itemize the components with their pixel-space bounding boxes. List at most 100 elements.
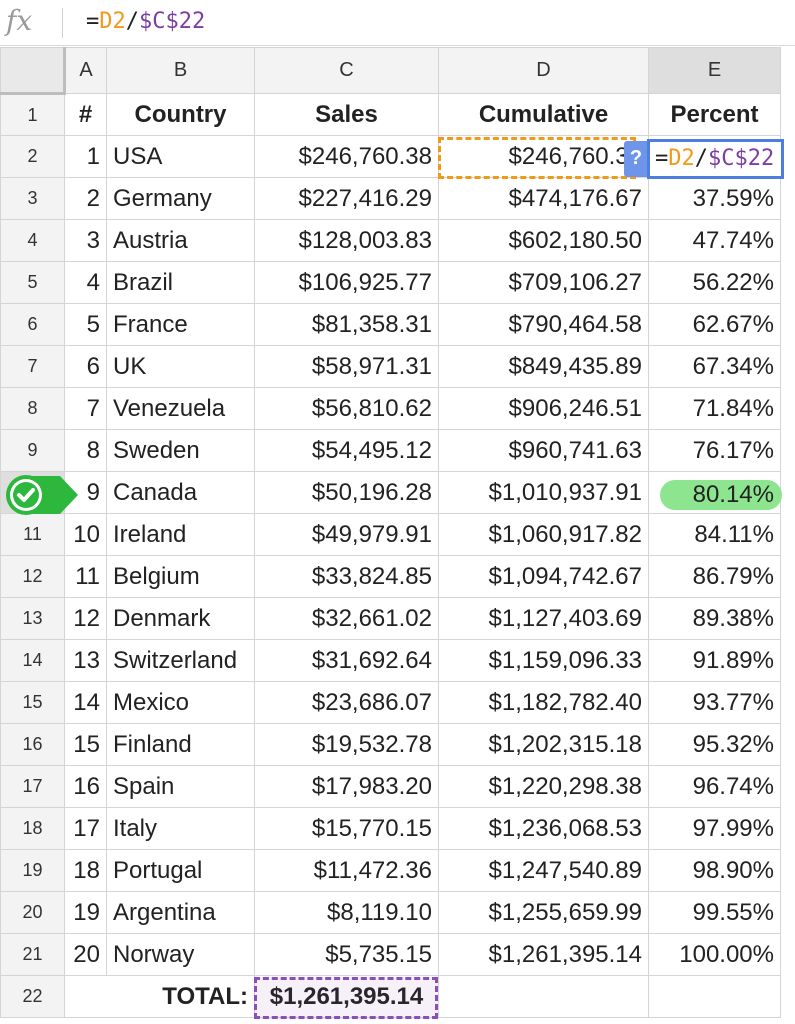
cell-b[interactable]: Italy [106,807,255,850]
cell-d[interactable]: $960,741.63 [438,429,649,472]
cell-c[interactable]: $54,495.12 [254,429,439,472]
cell-b[interactable]: France [106,303,255,346]
cell-a[interactable]: 17 [64,807,107,850]
row-header[interactable]: 17 [0,765,65,808]
cell-e22[interactable] [648,975,781,1018]
formula-input[interactable]: =D2/$C$22 [86,9,205,34]
column-header-a[interactable]: A [64,47,107,94]
cell-d[interactable]: $602,180.50 [438,219,649,262]
cell-c[interactable]: $106,925.77 [254,261,439,304]
cell-d[interactable]: $1,182,782.40 [438,681,649,724]
cell-c[interactable]: $32,661.02 [254,597,439,640]
cell-a[interactable]: 6 [64,345,107,388]
cell-e[interactable]: 67.34% [648,345,781,388]
cell-d[interactable]: $1,010,937.91 [438,471,649,514]
cell-d[interactable]: $1,060,917.82 [438,513,649,556]
cell-e[interactable]: 93.77% [648,681,781,724]
cell-c[interactable]: $15,770.15 [254,807,439,850]
cell-c[interactable]: $31,692.64 [254,639,439,682]
cell-d1[interactable]: Cumulative [438,93,649,136]
column-header-c[interactable]: C [254,47,439,94]
cell-d[interactable]: $1,247,540.89 [438,849,649,892]
row-header[interactable]: 2 [0,135,65,178]
cell-b[interactable]: Germany [106,177,255,220]
cell-b[interactable]: Canada [106,471,255,514]
cell-c[interactable]: $128,003.83 [254,219,439,262]
row-header[interactable]: 5 [0,261,65,304]
cell-e1[interactable]: Percent [648,93,781,136]
cell-d[interactable]: $1,220,298.38 [438,765,649,808]
cell-e[interactable]: 37.59% [648,177,781,220]
cell-d[interactable]: $790,464.58 [438,303,649,346]
row-header[interactable]: 14 [0,639,65,682]
cell-a[interactable]: 2 [64,177,107,220]
cell-c[interactable]: $227,416.29 [254,177,439,220]
row-header[interactable]: 4 [0,219,65,262]
row-header[interactable]: 12 [0,555,65,598]
cell-d[interactable]: $709,106.27 [438,261,649,304]
cell-a1[interactable]: # [64,93,107,136]
cell-b[interactable]: Austria [106,219,255,262]
cell-d[interactable]: $1,159,096.33 [438,639,649,682]
cell-b[interactable]: Finland [106,723,255,766]
cell-e[interactable]: 95.32% [648,723,781,766]
cell-b[interactable]: Portugal [106,849,255,892]
row-header[interactable]: 18 [0,807,65,850]
select-all-corner[interactable] [0,47,66,95]
cell-e[interactable]: 56.22% [648,261,781,304]
cell-e[interactable]: 47.74% [648,219,781,262]
cell-b[interactable]: Venezuela [106,387,255,430]
row-header[interactable]: 9 [0,429,65,472]
cell-b[interactable]: Ireland [106,513,255,556]
cell-c[interactable]: $33,824.85 [254,555,439,598]
cell-c[interactable]: $11,472.36 [254,849,439,892]
cell-c[interactable]: $50,196.28 [254,471,439,514]
cell-c[interactable]: $8,119.10 [254,891,439,934]
cell-b[interactable]: Sweden [106,429,255,472]
cell-c[interactable]: $5,735.15 [254,933,439,976]
cell-a[interactable]: 1 [64,135,107,178]
cell-a[interactable]: 16 [64,765,107,808]
cell-a[interactable]: 10 [64,513,107,556]
cell-c[interactable]: $246,760.38 [254,135,439,178]
cell-e[interactable]: 96.74% [648,765,781,808]
cell-c[interactable]: $81,358.31 [254,303,439,346]
cell-d[interactable]: $906,246.51 [438,387,649,430]
column-header-e[interactable]: E [648,47,781,94]
row-header[interactable]: 15 [0,681,65,724]
row-header[interactable]: 3 [0,177,65,220]
cell-b[interactable]: Denmark [106,597,255,640]
column-header-b[interactable]: B [106,47,255,94]
cell-a[interactable]: 20 [64,933,107,976]
total-label[interactable]: TOTAL: [64,975,255,1018]
total-value[interactable]: $1,261,395.14 [254,975,439,1018]
cell-c[interactable]: $19,532.78 [254,723,439,766]
cell-a[interactable]: 14 [64,681,107,724]
cell-e[interactable]: 98.90% [648,849,781,892]
cell-d[interactable]: $246,760.38 [438,135,649,178]
cell-c[interactable]: $23,686.07 [254,681,439,724]
cell-e[interactable]: 76.17% [648,429,781,472]
row-header[interactable]: 20 [0,891,65,934]
cell-c[interactable]: $58,971.31 [254,345,439,388]
row-header[interactable]: 11 [0,513,65,556]
cell-e[interactable]: 62.67% [648,303,781,346]
cell-editor-e2[interactable]: =D2/$C$22 [647,139,784,179]
cell-a[interactable]: 19 [64,891,107,934]
row-header[interactable]: 7 [0,345,65,388]
cell-c[interactable]: $49,979.91 [254,513,439,556]
cell-a[interactable]: 12 [64,597,107,640]
cell-b[interactable]: Belgium [106,555,255,598]
cell-a[interactable]: 18 [64,849,107,892]
cell-a[interactable]: 7 [64,387,107,430]
cell-b[interactable]: UK [106,345,255,388]
cell-c1[interactable]: Sales [254,93,439,136]
formula-help-icon[interactable]: ? [624,141,648,177]
cell-d22[interactable] [438,975,649,1018]
cell-e[interactable]: 84.11% [648,513,781,556]
cell-d[interactable]: $1,255,659.99 [438,891,649,934]
cell-e[interactable]: 91.89% [648,639,781,682]
cell-b[interactable]: Mexico [106,681,255,724]
cell-c[interactable]: $56,810.62 [254,387,439,430]
row-header[interactable]: 13 [0,597,65,640]
